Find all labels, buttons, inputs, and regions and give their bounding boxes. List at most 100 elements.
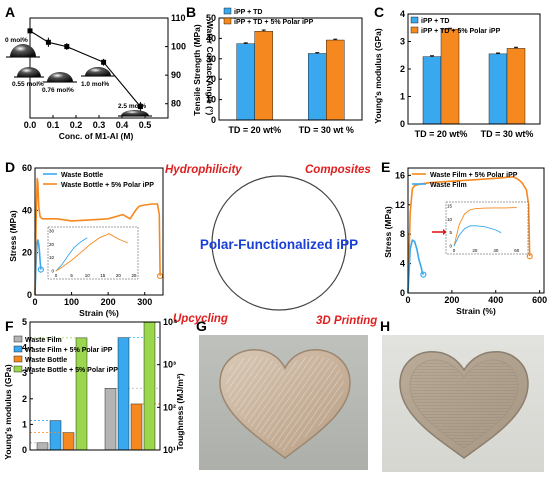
y-tick-label: 1 (400, 92, 405, 102)
droplet-label-2: 0.76 mol% (42, 87, 74, 94)
x-tick-label: 0 (405, 295, 410, 305)
panel-b-frame (218, 17, 363, 121)
droplet-3 (81, 67, 115, 77)
y-tick-label: 0 (27, 290, 32, 300)
bar-modulus (49, 420, 62, 451)
center-circle (211, 175, 347, 311)
bar-toughness (130, 403, 143, 451)
panel-d-legend: Waste Bottle Waste Bottle + 5% Polar iPP (43, 172, 154, 189)
panel-e-legend-0: Waste Film + 5% Polar iPP (430, 172, 518, 179)
legend-swatch-blue (223, 7, 232, 15)
panel-b-plot (236, 29, 345, 121)
inset-y-tick-label: 30 (49, 229, 55, 234)
bar-modulus (62, 432, 75, 451)
y2-tick-label: 10¹ (163, 445, 176, 455)
legend-swatch-gray (13, 335, 23, 343)
droplet-2-icon (47, 72, 73, 82)
panel-e-inset-frame (445, 201, 529, 255)
bar (236, 43, 255, 121)
y-tick-label: 40 (22, 205, 32, 215)
y-tick-label: 90 (171, 70, 181, 80)
legend-swatch-orange (13, 355, 23, 363)
x-tick-label: 0.1 (47, 120, 60, 130)
data-point (101, 59, 107, 65)
panel-d-legend-1: Waste Bottle + 5% Polar iPP (61, 182, 154, 189)
bar (254, 31, 273, 121)
break-point-marker (37, 266, 44, 273)
legend-swatch-blue (13, 345, 23, 353)
bar-toughness (104, 388, 117, 451)
panel-a-xlabel: Conc. of M1-Al (M) (59, 131, 134, 141)
y-tick-label: 20 (206, 74, 216, 84)
x-tick-label: 200 (101, 297, 116, 307)
inset-x-tick-label: 0 (453, 248, 456, 253)
droplet-label-0: 0 mol% (5, 37, 28, 44)
panel-e-xlabel: Strain (%) (456, 306, 496, 316)
inset-x-tick-label: 25 (131, 273, 137, 278)
panel-f-legend: Waste Film Waste Film + 5% Polar iPP Was… (13, 335, 118, 374)
x-tick-label: 200 (444, 295, 459, 305)
arrow-head-icon (443, 229, 447, 235)
panel-f-frame (29, 321, 161, 451)
panel-f-legend-2: Waste Bottle (25, 357, 67, 364)
droplet-1-icon (17, 67, 41, 77)
y-tick-label: 3 (400, 37, 405, 47)
inset-y-tick-label: 15 (447, 204, 453, 209)
bar (422, 56, 442, 125)
y-tick-label: 1 (22, 419, 27, 429)
panel-b-ylabel: Tensile Strength (MPa) (192, 24, 202, 116)
inset-y-tick-label: 5 (449, 230, 452, 235)
bar (506, 48, 526, 125)
inset-y-tick-label: 0 (449, 244, 452, 249)
y-tick-label: 3 (22, 368, 27, 378)
panel-a-ylabel: Water Contact Angle (°) (205, 21, 215, 116)
category-label: TD = 20 wt% (228, 125, 281, 135)
y-tick-label: 10 (206, 95, 216, 105)
droplet-label-1: 0.55 mol% (12, 81, 44, 88)
center-title: Polar-Functionalized iPP (200, 237, 358, 252)
panel-f-plot (30, 321, 160, 451)
x-tick-label: 0.3 (93, 120, 106, 130)
legend-swatch-orange (410, 26, 419, 34)
inset-series-line (453, 225, 502, 247)
panel-e-plot (407, 176, 533, 294)
inset-x-tick-label: 15 (100, 273, 106, 278)
x-tick-label: 0 (32, 297, 37, 307)
inset-y-tick-label: 10 (447, 217, 453, 222)
panel-c-legend-0: iPP + TD (421, 18, 449, 25)
series-line (407, 176, 531, 294)
y-tick-label: 4 (22, 343, 27, 353)
keyword-composites: Composites (305, 164, 371, 176)
break-point-marker (420, 271, 427, 278)
panel-e-frame (407, 167, 545, 294)
y2-tick-label: 10⁴ (163, 317, 177, 327)
panel-label-f: F (5, 318, 14, 334)
data-point (64, 44, 70, 50)
y-tick-label: 4 (400, 259, 405, 269)
panel-d-inset-frame (47, 226, 139, 280)
x-tick-label: 0.0 (24, 120, 37, 130)
droplet-3-icon (85, 67, 111, 76)
droplet-0-icon (10, 44, 36, 57)
droplet-2 (43, 72, 77, 83)
panel-a-ticks: 0.0 0.1 0.2 0.3 0.4 0.5 80 90 100 110 (24, 13, 186, 130)
panel-f: Young's modulus (GPa) Toughness (MJ/m³) … (3, 317, 185, 460)
panel-d-legend-0: Waste Bottle (61, 172, 103, 179)
panel-c-ylabel: Young's modulus (GPa) (373, 28, 383, 124)
inset-x-tick-label: 20 (472, 248, 478, 253)
panel-b-legend-1: iPP + TD + 5% Polar iPP (234, 19, 314, 26)
y-tick-label: 60 (22, 163, 32, 173)
panel-e-legend-1: Waste Film (430, 182, 467, 189)
inset-y-tick-label: 10 (49, 255, 55, 260)
y-tick-label: 50 (206, 13, 216, 23)
y-tick-label: 0 (211, 115, 216, 125)
panel-b: Tensile Strength (MPa) 0 10 20 30 40 50 TD = 2… (192, 7, 363, 135)
inset-y-tick-label: 20 (49, 242, 55, 247)
keyword-3d-printing: 3D Printing (316, 315, 377, 327)
inset-series-line (453, 207, 517, 247)
category-label: TD = 30 wt% (481, 129, 534, 139)
panel-a-plot (27, 28, 143, 112)
